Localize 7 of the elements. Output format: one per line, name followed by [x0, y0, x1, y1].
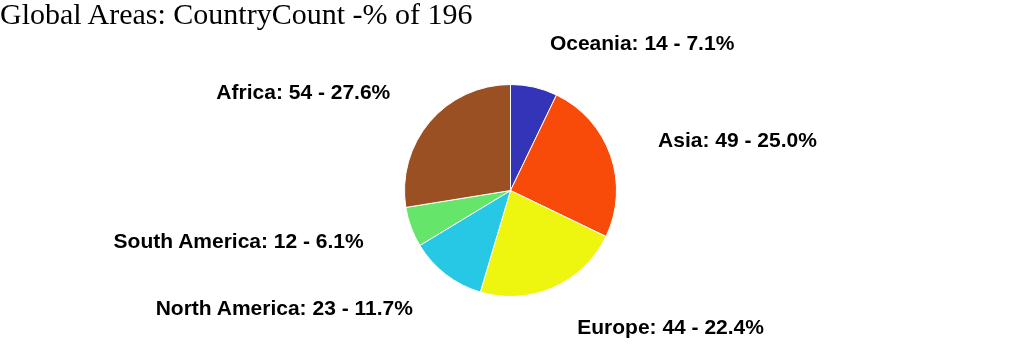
slice-label: South America: 12 - 6.1% — [113, 229, 365, 253]
slice-label: Africa: 54 - 27.6% — [216, 80, 391, 104]
slice-label: North America: 23 - 11.7% — [155, 296, 414, 320]
slice-label: Asia: 49 - 25.0% — [658, 127, 818, 151]
slice-label: Oceania: 14 - 7.1% — [549, 31, 735, 55]
slice-label: Europe: 44 - 22.4% — [577, 314, 765, 338]
chart-title: Global Areas: CountryCount -% of 196 — [0, 0, 473, 30]
